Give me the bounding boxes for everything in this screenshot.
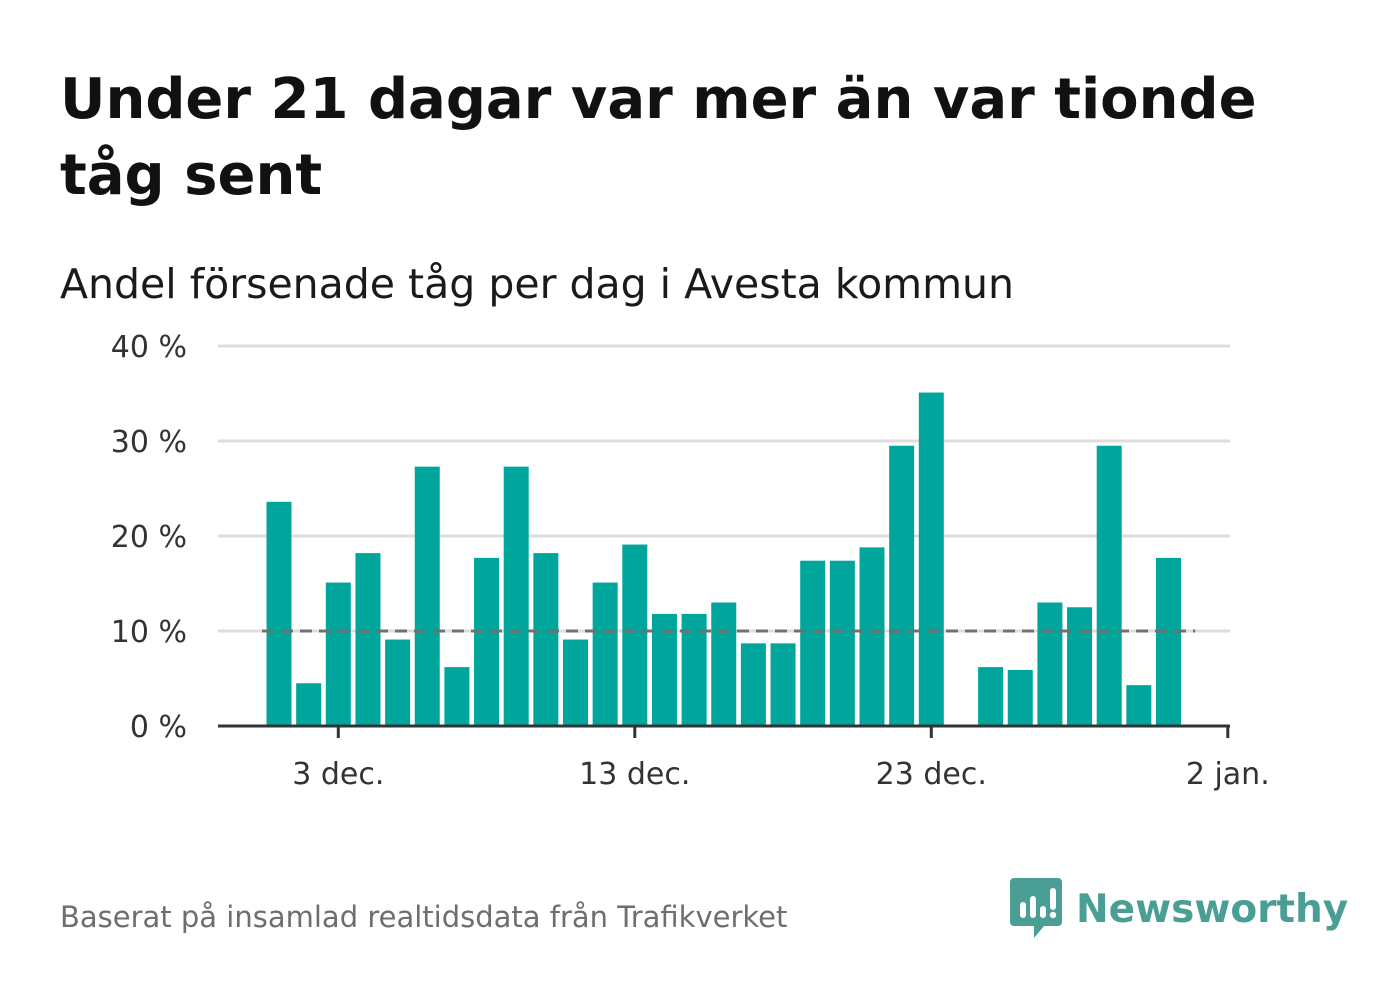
chart-subtitle: Andel försenade tåg per dag i Avesta kom… bbox=[60, 260, 1015, 308]
bar bbox=[859, 547, 885, 726]
bar bbox=[444, 667, 470, 726]
bar bbox=[829, 560, 855, 726]
y-tick-label: 40 % bbox=[111, 330, 187, 365]
y-tick-label: 10 % bbox=[111, 615, 187, 650]
y-tick-label: 30 % bbox=[111, 425, 187, 460]
bar bbox=[889, 445, 915, 726]
bar bbox=[681, 613, 707, 726]
bar bbox=[385, 639, 411, 726]
bar bbox=[651, 613, 677, 726]
bar bbox=[296, 683, 322, 726]
y-tick-label: 20 % bbox=[111, 520, 187, 555]
bar bbox=[1007, 669, 1033, 726]
bar-chart: 0 % 10 % 20 % 30 % 40 % 3 dec. 13 dec. 23 dec. 2… bbox=[111, 330, 1270, 792]
bar bbox=[533, 553, 559, 726]
bar bbox=[355, 553, 381, 726]
x-tick-label: 3 dec. bbox=[292, 757, 384, 792]
bar bbox=[503, 466, 529, 726]
x-tick-label: 13 dec. bbox=[579, 757, 690, 792]
chart-title: Under 21 dagar var mer än var tionde tåg… bbox=[60, 67, 1257, 208]
bar bbox=[711, 602, 737, 726]
bar bbox=[978, 667, 1004, 726]
x-tick-label: 2 jan. bbox=[1186, 757, 1270, 792]
bar bbox=[266, 501, 292, 726]
newsworthy-logo-icon bbox=[1010, 878, 1062, 938]
bar bbox=[563, 639, 588, 726]
bar bbox=[1037, 602, 1063, 726]
bar bbox=[474, 557, 500, 726]
bar bbox=[325, 582, 351, 726]
bar bbox=[414, 466, 440, 726]
bar bbox=[1156, 557, 1181, 726]
newsworthy-logo[interactable]: Newsworthy bbox=[1010, 878, 1348, 940]
source-note: Baserat på insamlad realtidsdata från Tr… bbox=[60, 900, 788, 934]
x-tick-label: 23 dec. bbox=[876, 757, 987, 792]
bar bbox=[1067, 607, 1093, 726]
newsworthy-wordmark: Newsworthy bbox=[1076, 886, 1349, 932]
bar bbox=[592, 582, 618, 726]
bar bbox=[622, 544, 648, 726]
y-tick-label: 0 % bbox=[130, 710, 187, 745]
bar bbox=[770, 643, 796, 726]
bar bbox=[740, 643, 766, 726]
bar bbox=[918, 392, 944, 726]
bar bbox=[1126, 685, 1152, 726]
bar bbox=[800, 560, 826, 726]
bar bbox=[1096, 445, 1122, 726]
